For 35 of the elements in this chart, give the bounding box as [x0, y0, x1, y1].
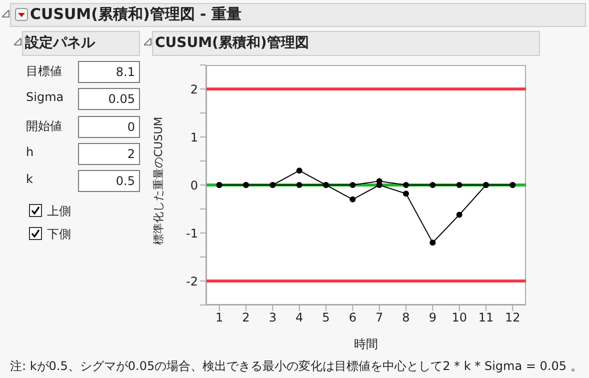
text: 開始値 [26, 118, 62, 135]
text: k [26, 172, 33, 186]
x-tick-label: 6 [348, 310, 356, 325]
x-tick-label: 7 [376, 310, 384, 325]
x-tick-label: 9 [428, 310, 436, 325]
chart-subtitle: CUSUM(累積和)管理図 [155, 34, 309, 52]
x-tick-label: 10 [452, 310, 467, 325]
y-tick-label: 0 [190, 178, 198, 192]
x-tick-label: 3 [268, 310, 276, 325]
x-axis-title: 時間 [354, 337, 378, 351]
text: 設定パネル [25, 34, 95, 52]
text: h [26, 144, 34, 159]
text: 0 [78, 116, 140, 138]
text: 0.5 [78, 170, 140, 192]
text: 8.1 [78, 61, 140, 83]
x-tick-label: 2 [242, 310, 250, 325]
text: 2 [78, 142, 140, 165]
y-axis-title: 標準化した重量のCUSUM [152, 116, 165, 245]
chart-title: CUSUM(累積和)管理図 - 重量 [30, 5, 242, 24]
text: 0.05 [78, 88, 140, 110]
y-tick-label: 1 [190, 130, 198, 144]
text: 目標値 [26, 63, 62, 80]
y-tick-label: -1 [186, 226, 198, 240]
y-tick-label: -2 [186, 274, 198, 288]
x-tick-label: 12 [505, 310, 520, 325]
x-tick-label: 8 [402, 310, 410, 325]
x-tick-label: 11 [478, 310, 494, 325]
text: 下側 [47, 226, 71, 243]
text: 上側 [47, 203, 71, 220]
x-tick-label: 5 [322, 310, 330, 325]
text: Sigma [26, 90, 64, 104]
x-tick-label: 1 [216, 310, 224, 325]
text: 注: kが0.5、シグマが0.05の場合、検出できる最小の変化は目標値を中心として2 * k * Sigma = 0.05 。 [10, 358, 582, 375]
x-tick-label: 4 [296, 310, 304, 325]
y-tick-label: 2 [190, 82, 198, 96]
